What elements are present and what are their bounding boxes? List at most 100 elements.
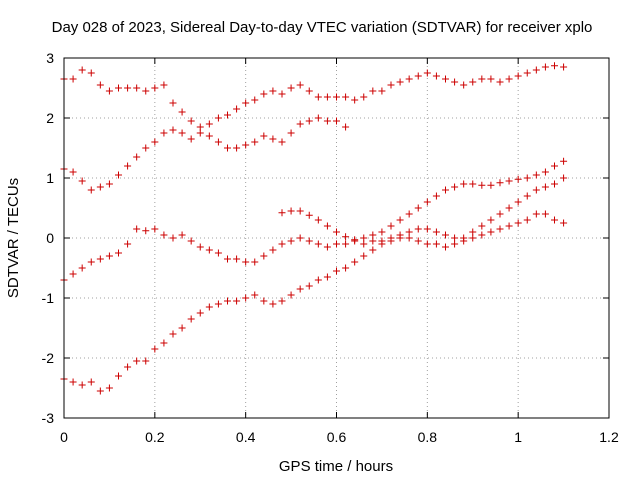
data-point <box>333 228 340 236</box>
data-point <box>151 138 159 146</box>
y-tick-labels: -3 -2 -1 0 1 2 3 <box>42 50 55 426</box>
data-point <box>314 93 322 101</box>
data-point <box>387 81 395 89</box>
data-point <box>514 72 522 80</box>
data-point <box>96 387 104 395</box>
data-point <box>214 249 222 257</box>
data-point <box>178 129 186 137</box>
data-point <box>541 210 549 218</box>
x-axis-label: GPS time / hours <box>279 458 393 475</box>
data-point <box>278 240 286 248</box>
data-point <box>387 237 395 245</box>
data-point <box>205 132 213 140</box>
data-point <box>178 231 186 239</box>
data-point <box>532 186 540 194</box>
data-point <box>541 63 549 71</box>
data-point <box>496 225 504 233</box>
data-point <box>323 222 331 230</box>
data-point <box>514 175 522 183</box>
data-point <box>124 162 132 170</box>
data-point <box>105 180 113 188</box>
data-point <box>224 111 231 119</box>
data-point <box>251 291 259 299</box>
data-point <box>224 297 231 305</box>
x-tick-label: 1 <box>514 429 522 445</box>
data-point <box>369 231 377 239</box>
data-point <box>305 87 313 95</box>
data-point <box>496 78 504 86</box>
data-point <box>233 255 241 263</box>
series-track-5 <box>278 157 568 244</box>
data-point <box>160 81 168 89</box>
data-point <box>478 231 486 239</box>
data-point <box>169 126 177 134</box>
data-point <box>214 300 222 308</box>
data-point <box>323 273 331 281</box>
data-point <box>96 255 104 263</box>
data-point <box>333 117 340 125</box>
data-point <box>505 75 513 83</box>
data-point <box>115 84 122 92</box>
data-point <box>269 246 277 254</box>
data-point <box>260 90 268 98</box>
data-point <box>287 237 295 245</box>
data-point <box>151 225 159 233</box>
data-point <box>342 264 350 272</box>
data-point <box>287 129 295 137</box>
data-point <box>305 282 313 290</box>
series-track-2 <box>60 114 350 194</box>
x-tick-labels: 0 0.2 0.4 0.6 0.8 1 1.2 <box>60 429 619 445</box>
data-point <box>487 216 495 224</box>
data-point <box>187 237 195 245</box>
data-point <box>124 84 132 92</box>
y-tick-label: -2 <box>42 350 55 366</box>
y-tick-label: -3 <box>42 410 55 426</box>
data-point <box>187 315 195 323</box>
data-point <box>233 105 241 113</box>
data-point <box>115 372 122 380</box>
data-point <box>333 93 340 101</box>
data-point <box>442 75 449 83</box>
data-point <box>551 180 558 188</box>
data-point <box>414 72 422 80</box>
data-point <box>214 138 222 146</box>
data-point <box>78 264 86 272</box>
data-point <box>523 216 531 224</box>
data-point <box>405 75 413 83</box>
data-point <box>323 117 331 125</box>
y-tick-label: 0 <box>46 230 54 246</box>
data-point <box>160 129 168 137</box>
series-track-1 <box>60 62 568 131</box>
data-point <box>305 211 313 219</box>
data-point <box>323 243 331 251</box>
data-points <box>60 62 568 395</box>
data-point <box>278 209 286 217</box>
data-point <box>423 198 431 206</box>
data-point <box>551 162 558 170</box>
data-point <box>124 363 132 371</box>
data-point <box>487 228 495 236</box>
data-point <box>205 120 213 128</box>
data-point <box>342 233 350 241</box>
data-point <box>387 222 395 230</box>
data-point <box>496 210 504 218</box>
data-point <box>342 93 350 101</box>
data-point <box>96 81 104 89</box>
data-point <box>451 183 459 191</box>
data-point <box>314 216 322 224</box>
data-point <box>187 117 195 125</box>
data-point <box>296 120 304 128</box>
data-point <box>532 171 540 179</box>
data-point <box>278 90 286 98</box>
data-point <box>396 216 404 224</box>
data-point <box>523 192 531 200</box>
data-point <box>224 255 231 263</box>
data-point <box>133 84 141 92</box>
data-point <box>151 84 159 92</box>
data-point <box>523 69 531 77</box>
data-point <box>478 75 486 83</box>
data-point <box>432 240 440 248</box>
data-point <box>178 324 186 332</box>
data-point <box>69 378 77 386</box>
data-point <box>260 132 268 140</box>
